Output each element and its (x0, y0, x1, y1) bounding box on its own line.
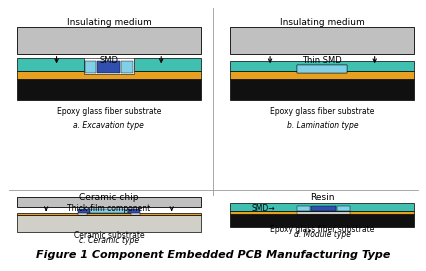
Text: d. Module type: d. Module type (293, 230, 350, 239)
Text: Epoxy glass fiber substrate: Epoxy glass fiber substrate (270, 225, 374, 234)
Bar (230, 61, 414, 71)
Bar (296, 212, 349, 214)
Bar (296, 65, 347, 73)
Bar (17, 58, 83, 71)
Bar (230, 71, 414, 79)
Text: Epoxy glass fiber substrate: Epoxy glass fiber substrate (270, 107, 374, 115)
Bar (230, 27, 414, 54)
Text: c. Ceramic type: c. Ceramic type (79, 236, 138, 245)
Bar (230, 214, 414, 227)
Text: Insulating medium: Insulating medium (279, 18, 364, 27)
Bar (17, 213, 201, 215)
Bar (90, 209, 127, 213)
Text: Epoxy glass fiber substrate: Epoxy glass fiber substrate (57, 107, 161, 115)
Bar (296, 65, 347, 73)
Bar (78, 213, 87, 215)
Text: Insulating medium: Insulating medium (66, 18, 151, 27)
Text: Thick-film component: Thick-film component (67, 204, 150, 213)
Text: Ceramic chip: Ceramic chip (79, 192, 138, 202)
Text: Figure 1 Component Embedded PCB Manufacturing Type: Figure 1 Component Embedded PCB Manufact… (36, 250, 390, 260)
Bar (85, 61, 96, 73)
Bar (127, 209, 140, 213)
Text: b. Lamination type: b. Lamination type (286, 121, 357, 130)
Text: Ceramic substrate: Ceramic substrate (73, 231, 144, 240)
Bar (336, 206, 349, 211)
Bar (97, 61, 120, 73)
Bar (17, 27, 201, 54)
Bar (78, 209, 90, 213)
Text: SMD: SMD (99, 56, 118, 64)
Bar (230, 79, 414, 100)
Bar (130, 213, 140, 215)
Bar (134, 58, 201, 71)
Bar (230, 211, 414, 214)
Bar (83, 58, 134, 74)
Text: Thin SMD: Thin SMD (302, 56, 342, 64)
Bar (17, 79, 201, 100)
Bar (17, 215, 201, 233)
Bar (121, 61, 132, 73)
Text: a. Excavation type: a. Excavation type (73, 121, 144, 130)
Bar (17, 71, 201, 79)
Text: Resin: Resin (309, 192, 334, 202)
Text: SMD→: SMD→ (251, 204, 275, 213)
Bar (230, 203, 414, 211)
Bar (296, 206, 309, 211)
Bar (310, 206, 335, 211)
Bar (17, 196, 201, 207)
